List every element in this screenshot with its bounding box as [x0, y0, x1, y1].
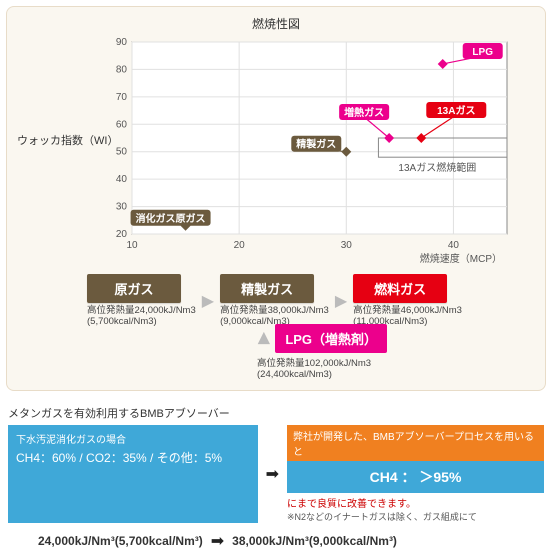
chart-title: 燃焼性図 — [17, 15, 535, 32]
bmb-after-bot: にまで良質に改善できます。 — [287, 493, 544, 510]
bmb-before-box: 下水汚泥消化ガスの場合 CH4：60% / CO2：35% / その他：5% — [8, 425, 258, 523]
arrow-right-icon: ➡ — [266, 464, 279, 484]
bmb-before-top: 下水汚泥消化ガスの場合 — [16, 431, 250, 446]
y-axis-label: ウォッカ指数（WI） — [17, 132, 118, 148]
svg-text:80: 80 — [116, 64, 128, 75]
svg-text:燃焼速度（MCP）: 燃焼速度（MCP） — [420, 252, 502, 264]
svg-text:精製ガス: 精製ガス — [296, 138, 336, 151]
bmb-after-note: ※N2などのイナートガスは除く、ガス組成にて — [287, 510, 544, 523]
bmb-after-mid: CH4 ： ＞95% — [287, 461, 544, 493]
svg-text:13Aガス燃焼範囲: 13Aガス燃焼範囲 — [398, 161, 476, 174]
svg-text:10: 10 — [126, 240, 138, 251]
svg-text:70: 70 — [116, 92, 128, 103]
arrow-right-icon: ➡ — [211, 531, 224, 551]
arrow-right-icon: ▶ — [202, 291, 214, 311]
chart-panel: 燃焼性図 ウォッカ指数（WI） 203040506070809010203040… — [6, 6, 546, 391]
svg-text:増熱ガス: 増熱ガス — [344, 106, 384, 119]
bmb-before-line: CH4：60% / CO2：35% / その他：5% — [16, 449, 250, 466]
svg-text:LPG: LPG — [472, 47, 493, 58]
arrow-up-icon: ▶ — [253, 332, 273, 344]
svg-text:20: 20 — [234, 240, 246, 251]
svg-text:20: 20 — [116, 229, 128, 240]
flow-step-1: 精製ガス高位発熱量38,000kJ/Nm3 (9,000kcal/Nm3) — [220, 274, 329, 328]
flow-step-sub: 高位発熱量24,000kJ/Nm3 (5,700kcal/Nm3) — [87, 305, 196, 328]
flow-step-box: 精製ガス — [220, 274, 314, 303]
arrow-right-icon: ▶ — [335, 291, 347, 311]
flow-step-box: 燃料ガス — [353, 274, 447, 303]
svg-text:30: 30 — [116, 202, 128, 213]
svg-text:90: 90 — [116, 37, 128, 48]
chart-wrap: 燃焼性図 ウォッカ指数（WI） 203040506070809010203040… — [17, 15, 535, 264]
svg-text:50: 50 — [116, 147, 128, 158]
flow-step-2: 燃料ガス高位発熱量46,000kJ/Nm3 (11,000kcal/Nm3) — [353, 274, 462, 328]
flow-step-0: 原ガス高位発熱量24,000kJ/Nm3 (5,700kcal/Nm3) — [87, 274, 196, 328]
svg-text:30: 30 — [341, 240, 353, 251]
svg-text:40: 40 — [116, 174, 128, 185]
combustion-chart: 203040506070809010203040燃焼速度（MCP）13Aガス燃焼… — [97, 34, 517, 264]
svg-text:13Aガス: 13Aガス — [437, 104, 475, 117]
bmb-after-box: 弊社が開発した、BMBアブソーバープロセスを用いると CH4 ： ＞95% にま… — [287, 425, 544, 523]
bmb-kj-row: 24,000kJ/Nm³(5,700kcal/Nm³) ➡ 38,000kJ/N… — [38, 531, 544, 551]
svg-text:60: 60 — [116, 119, 128, 130]
bmb-after-top: 弊社が開発した、BMBアブソーバープロセスを用いると — [287, 425, 544, 461]
svg-text:消化ガス原ガス: 消化ガス原ガス — [136, 212, 206, 225]
bmb-title: メタンガスを有効利用するBMBアブソーバー — [8, 405, 544, 421]
flow-step-box: 原ガス — [87, 274, 181, 303]
flow-lpg-sub: 高位発熱量102,000kJ/Nm3 (24,400kcal/Nm3) — [257, 355, 535, 380]
svg-text:40: 40 — [448, 240, 460, 251]
flow-diagram: 原ガス高位発熱量24,000kJ/Nm3 (5,700kcal/Nm3) ▶ 精製ガ… — [87, 274, 535, 380]
flow-lpg-box: LPG（増熱剤） — [275, 324, 387, 353]
flow-lpg: ▶ LPG（増熱剤） 高位発熱量102,000kJ/Nm3 (24,400kca… — [257, 324, 535, 380]
bmb-section: メタンガスを有効利用するBMBアブソーバー 下水汚泥消化ガスの場合 CH4：60… — [8, 405, 544, 551]
